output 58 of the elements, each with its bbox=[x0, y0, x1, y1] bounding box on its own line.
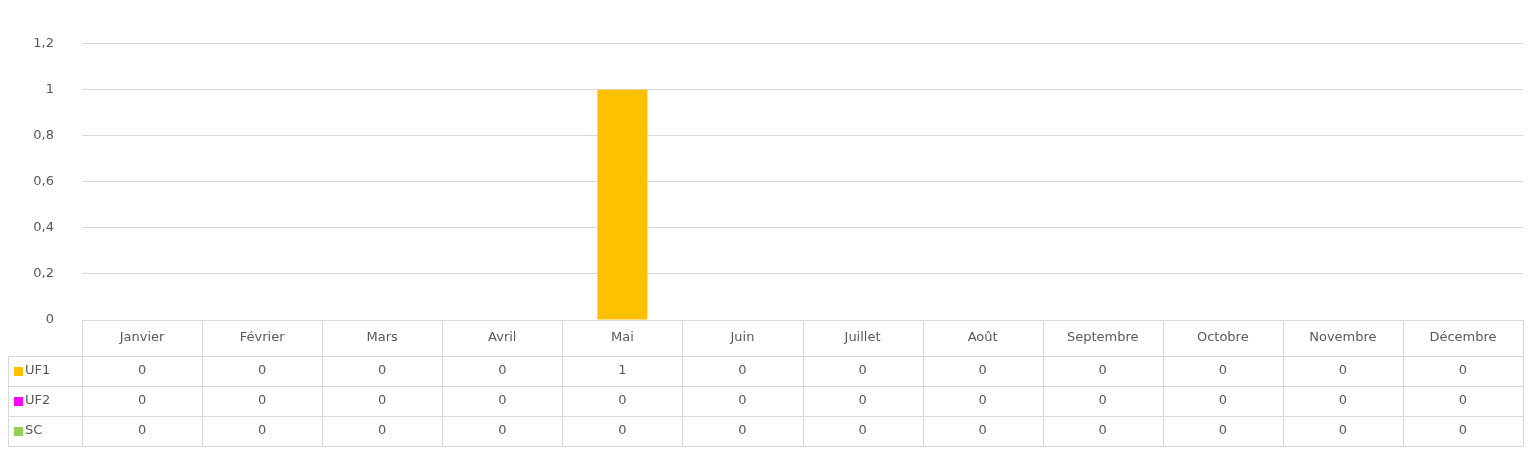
data-label: 0 bbox=[738, 392, 747, 408]
x-tick-label: Avril bbox=[488, 329, 517, 345]
data-label: 0 bbox=[498, 392, 507, 408]
data-label: 0 bbox=[738, 422, 747, 438]
data-label: 0 bbox=[137, 362, 147, 378]
data-label: 0 bbox=[858, 362, 867, 378]
data-label: 0 bbox=[137, 392, 147, 408]
data-label: 0 bbox=[1458, 392, 1468, 408]
data-label: 0 bbox=[378, 422, 387, 438]
legend-label: UF1 bbox=[25, 362, 51, 378]
data-label: 0 bbox=[1098, 422, 1107, 438]
y-tick-label: 1 bbox=[45, 81, 54, 97]
data-label: 0 bbox=[978, 422, 987, 438]
y-tick-label: 0,8 bbox=[33, 127, 54, 143]
data-label: 0 bbox=[378, 392, 387, 408]
data-label: 0 bbox=[978, 392, 987, 408]
y-tick-label: 0,4 bbox=[33, 219, 54, 235]
data-label: 0 bbox=[858, 392, 867, 408]
x-tick-label: Mars bbox=[366, 329, 399, 345]
data-label: 0 bbox=[618, 422, 627, 438]
data-label: 0 bbox=[378, 362, 387, 378]
data-label: 0 bbox=[1338, 362, 1348, 378]
data-label: 0 bbox=[1098, 362, 1107, 378]
x-tick-label: Décembre bbox=[1429, 329, 1497, 345]
x-tick-label: Août bbox=[967, 329, 998, 345]
x-tick-label: Janvier bbox=[118, 329, 166, 345]
data-label: 0 bbox=[498, 422, 507, 438]
x-tick-label: Novembre bbox=[1309, 329, 1377, 345]
data-label: 0 bbox=[1218, 392, 1227, 408]
data-label: 0 bbox=[257, 362, 267, 378]
data-label: 0 bbox=[1338, 422, 1348, 438]
y-tick-label: 0,6 bbox=[33, 173, 54, 189]
data-label: 0 bbox=[1458, 362, 1468, 378]
legend-label: SC bbox=[25, 422, 43, 438]
data-label: 0 bbox=[498, 362, 507, 378]
x-tick-label: Juillet bbox=[843, 329, 881, 345]
data-label: 0 bbox=[1218, 422, 1227, 438]
x-tick-label: Septembre bbox=[1066, 329, 1139, 345]
y-tick-label: 0 bbox=[45, 311, 54, 327]
data-label: 0 bbox=[858, 422, 867, 438]
y-tick-label: 0,2 bbox=[33, 265, 54, 281]
x-tick-label: Mai bbox=[610, 329, 634, 345]
data-label: 0 bbox=[1338, 392, 1348, 408]
x-tick-label: Février bbox=[239, 329, 286, 345]
x-tick-label: Octobre bbox=[1196, 329, 1249, 345]
data-label: 0 bbox=[1218, 362, 1227, 378]
data-label: 0 bbox=[738, 362, 747, 378]
data-label: 0 bbox=[257, 392, 267, 408]
data-label: 0 bbox=[257, 422, 267, 438]
y-tick-label: 1,2 bbox=[33, 35, 54, 51]
data-label: 0 bbox=[618, 392, 627, 408]
x-tick-label: Juin bbox=[729, 329, 755, 345]
legend-label: UF2 bbox=[25, 392, 51, 408]
data-label: 0 bbox=[1458, 422, 1468, 438]
data-label: 0 bbox=[137, 422, 147, 438]
data-label: 1 bbox=[618, 362, 627, 378]
data-label: 0 bbox=[978, 362, 987, 378]
data-label: 0 bbox=[1098, 392, 1107, 408]
